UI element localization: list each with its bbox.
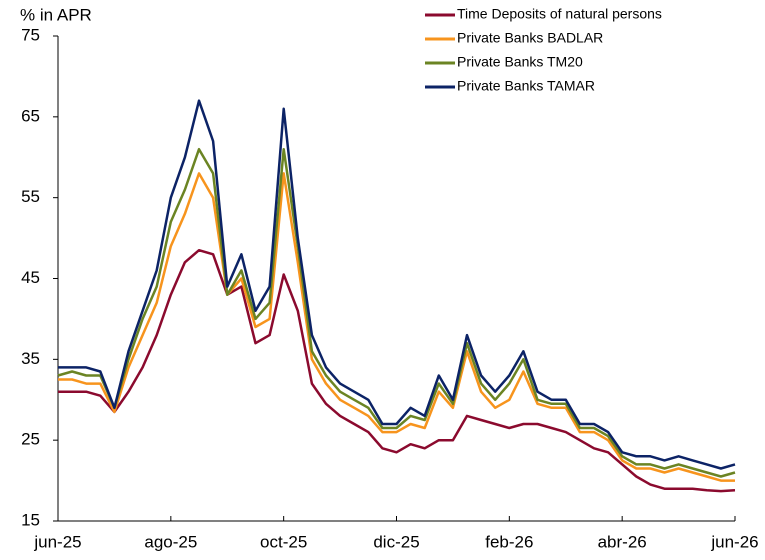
x-tick-label: jun-25 [33,532,81,551]
legend-label: Private Banks TAMAR [457,78,595,94]
y-axis-label: % in APR [20,5,92,24]
x-tick-label: ago-25 [144,532,197,551]
x-tick-label: dic-25 [373,532,419,551]
series-line [58,99,736,470]
x-tick-label: abr-26 [598,532,647,551]
y-tick-label: 55 [21,187,40,206]
x-tick-label: oct-25 [260,532,307,551]
x-tick-label: feb-26 [485,532,533,551]
series-line [58,248,736,493]
y-tick-label: 45 [21,268,40,287]
x-tick-label: jun-26 [710,532,758,551]
legend-label: Private Banks TM20 [457,54,583,70]
legend-label: Time Deposits of natural persons [457,6,662,22]
series-line [58,172,735,482]
y-tick-label: 75 [21,25,40,44]
y-tick-label: 35 [21,349,40,368]
series-line [57,147,736,478]
legend-label: Private Banks BADLAR [457,30,603,46]
y-tick-label: 15 [21,510,40,529]
y-tick-label: 65 [21,106,40,125]
y-tick-label: 25 [21,430,40,449]
